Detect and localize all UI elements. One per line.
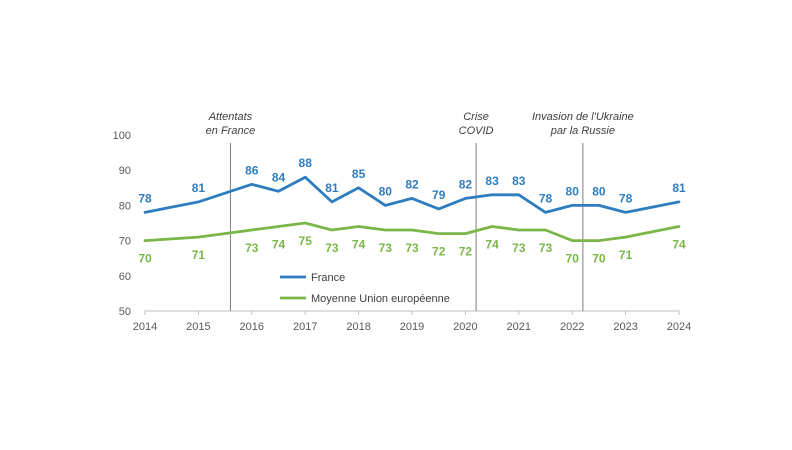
france-data-label: 78 bbox=[539, 191, 553, 205]
x-tick-label: 2023 bbox=[613, 321, 637, 333]
france-data-label: 82 bbox=[459, 177, 473, 191]
eu-data-label: 71 bbox=[619, 248, 633, 262]
france-data-label: 80 bbox=[566, 184, 580, 198]
x-tick-label: 2020 bbox=[453, 321, 477, 333]
eu-data-label: 70 bbox=[566, 252, 580, 266]
eu-data-label: 74 bbox=[272, 238, 286, 252]
france-data-label: 88 bbox=[299, 156, 313, 170]
eu-data-label: 74 bbox=[485, 238, 499, 252]
event-annotation: COVID bbox=[459, 125, 494, 137]
y-tick-label: 60 bbox=[119, 271, 131, 283]
france-data-label: 82 bbox=[405, 177, 419, 191]
legend-label-eu: Moyenne Union européenne bbox=[311, 293, 450, 305]
x-tick-label: 2021 bbox=[507, 321, 531, 333]
eu-data-label: 73 bbox=[539, 241, 553, 255]
eu-data-label: 70 bbox=[138, 252, 152, 266]
france-data-label: 81 bbox=[672, 181, 686, 195]
france-data-label: 80 bbox=[592, 184, 606, 198]
eu-data-label: 70 bbox=[592, 252, 606, 266]
x-tick-label: 2017 bbox=[293, 321, 317, 333]
eu-data-label: 74 bbox=[352, 238, 366, 252]
x-tick-label: 2014 bbox=[133, 321, 157, 333]
x-tick-label: 2019 bbox=[400, 321, 424, 333]
france-data-label: 84 bbox=[272, 170, 286, 184]
eu-data-label: 72 bbox=[432, 245, 446, 259]
france-data-label: 78 bbox=[619, 191, 633, 205]
eu-data-label: 73 bbox=[245, 241, 259, 255]
france-data-label: 83 bbox=[512, 174, 526, 188]
eu-data-label: 72 bbox=[459, 245, 473, 259]
france-data-label: 78 bbox=[138, 191, 152, 205]
y-tick-label: 70 bbox=[119, 236, 131, 248]
france-data-label: 86 bbox=[245, 163, 259, 177]
y-tick-label: 90 bbox=[119, 165, 131, 177]
event-annotation: Attentats bbox=[208, 111, 253, 123]
x-tick-label: 2015 bbox=[186, 321, 210, 333]
legend-label-france: France bbox=[311, 272, 345, 284]
y-tick-label: 100 bbox=[113, 130, 131, 142]
france-data-label: 79 bbox=[432, 188, 446, 202]
france-data-label: 80 bbox=[379, 184, 393, 198]
x-tick-label: 2018 bbox=[346, 321, 370, 333]
event-annotation: Invasion de l'Ukraine bbox=[532, 111, 634, 123]
france-series-line bbox=[143, 175, 681, 214]
france-data-label: 81 bbox=[325, 181, 339, 195]
event-annotation: Crise bbox=[463, 111, 489, 123]
y-tick-label: 50 bbox=[119, 306, 131, 318]
x-tick-label: 2022 bbox=[560, 321, 584, 333]
france-data-label: 83 bbox=[485, 174, 499, 188]
france-data-label: 81 bbox=[192, 181, 206, 195]
eu-data-label: 73 bbox=[405, 241, 419, 255]
x-tick-label: 2016 bbox=[240, 321, 264, 333]
x-tick-label: 2024 bbox=[667, 321, 691, 333]
eu-data-label: 73 bbox=[379, 241, 393, 255]
eu-data-label: 71 bbox=[192, 248, 206, 262]
eu-data-label: 73 bbox=[325, 241, 339, 255]
y-tick-label: 80 bbox=[119, 200, 131, 212]
eu-data-label: 75 bbox=[299, 234, 313, 248]
event-annotation: en France bbox=[206, 125, 256, 137]
eu-data-label: 74 bbox=[672, 238, 686, 252]
france-data-label: 85 bbox=[352, 167, 366, 181]
eu-series-line bbox=[143, 221, 681, 242]
event-annotation: par la Russie bbox=[550, 125, 615, 137]
eu-data-label: 73 bbox=[512, 241, 526, 255]
